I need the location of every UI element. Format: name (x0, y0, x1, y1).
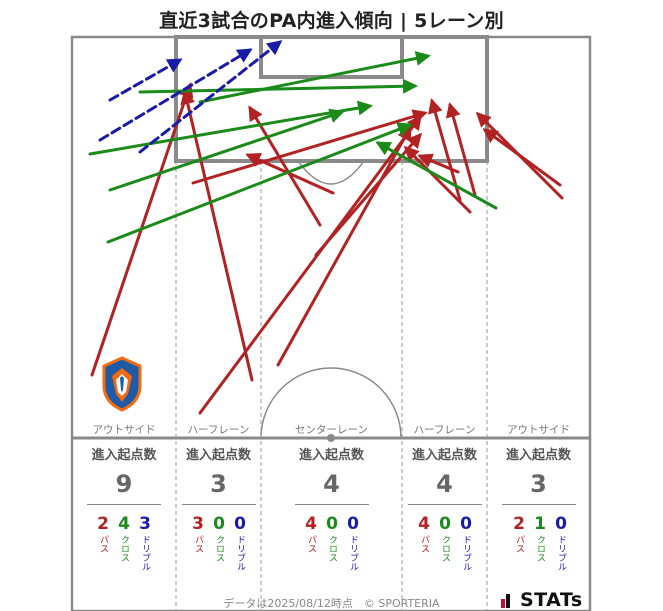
dribble-count: 3 (139, 514, 151, 534)
dribble-label: ドリブル (556, 535, 566, 571)
cross-count: 0 (439, 514, 451, 534)
page-title: 直近3試合のPA内進入傾向 | 5レーン別 (159, 10, 504, 32)
pass-arrow-3 (198, 114, 422, 415)
breakdown-halfspace-left: 3 パス 0 クロス 0 ドリブル (191, 514, 247, 571)
pass-arrow-13 (445, 102, 477, 197)
center-circle (260, 367, 402, 439)
stat-divider (501, 504, 576, 505)
pass-arrow-5 (314, 132, 422, 257)
pass-count: 4 (305, 514, 317, 534)
cross-count: 0 (326, 514, 338, 534)
dribble-label: ドリブル (461, 535, 471, 571)
club-crest-icon (102, 356, 142, 412)
pass-label: パス (514, 535, 524, 553)
pass-arrow-14 (428, 98, 462, 202)
cross-count: 1 (534, 514, 546, 534)
stat-divider (407, 504, 482, 505)
brand-text: STATs (520, 589, 583, 611)
pass-arrow-9 (403, 145, 472, 214)
cross-arrow-5 (198, 51, 431, 104)
breakdown-outside-left: 2 パス 4 クロス 3 ドリブル (96, 514, 152, 571)
data-date-footer: データは2025/08/12時点 © SPORTERIA (223, 597, 440, 610)
pass-count: 3 (192, 514, 204, 534)
pass-arrow-2 (180, 89, 254, 382)
pass-count: 4 (418, 514, 430, 534)
dribble-label: ドリブル (348, 535, 358, 571)
entry-arrows (88, 40, 564, 415)
cross-arrow-1 (108, 108, 345, 192)
pass-arrow-12 (475, 111, 564, 200)
cross-count: 0 (213, 514, 225, 534)
dribble-count: 0 (234, 514, 246, 534)
dribble-count: 0 (347, 514, 359, 534)
entry-count: 4 (323, 470, 340, 498)
pass-count: 2 (513, 514, 525, 534)
entry-count: 3 (210, 470, 227, 498)
cross-label: クロス (214, 535, 224, 562)
cross-count: 4 (118, 514, 130, 534)
cross-label: クロス (535, 535, 545, 562)
lane-dividers (175, 161, 488, 611)
entry-count: 4 (436, 470, 453, 498)
lane-label-outside-right: アウトサイド (507, 424, 570, 436)
pass-label: パス (306, 535, 316, 553)
breakdown-outside-right: 2 パス 1 クロス 0 ドリブル (512, 514, 568, 571)
pass-label: パス (419, 535, 429, 553)
cross-label: クロス (119, 535, 129, 562)
dribble-arrow-3 (138, 40, 283, 154)
stat-header: 進入起点数 (298, 448, 364, 463)
center-spot (327, 434, 335, 442)
cross-arrow-6 (375, 141, 498, 210)
stat-divider (294, 504, 369, 505)
cross-arrow-4 (138, 78, 418, 94)
goal-area (259, 35, 404, 79)
lane-label-center: センターレーン (295, 424, 368, 436)
breakdown-center: 4 パス 0 クロス 0 ドリブル (304, 514, 360, 571)
dribble-label: ドリブル (140, 535, 150, 571)
dribble-arrow-1 (108, 58, 183, 102)
lane-label-outside-left: アウトサイド (92, 424, 156, 436)
lane-stats-center: 進入起点数 4 (261, 444, 402, 505)
cross-label: クロス (440, 535, 450, 562)
cross-label: クロス (327, 535, 337, 562)
stat-header: 進入起点数 (411, 448, 477, 463)
lane-stats-outside-right: 進入起点数 3 (487, 444, 590, 505)
dribble-label: ドリブル (235, 535, 245, 571)
pass-arrow-6 (248, 105, 322, 227)
lane-stats-halfspace-left: 進入起点数 3 (176, 444, 261, 505)
lane-label-halfspace-left: ハーフレーン (187, 424, 250, 436)
pass-arrow-8 (191, 109, 428, 185)
brand-logo: STATs (500, 589, 583, 611)
penalty-arc (297, 160, 365, 185)
stat-header: 進入起点数 (91, 448, 157, 463)
lane-stats-halfspace-right: 進入起点数 4 (402, 444, 487, 505)
stat-divider (87, 504, 161, 505)
lane-label-halfspace-right: ハーフレーン (413, 424, 476, 436)
pass-arrow-4 (276, 125, 412, 367)
entry-count: 3 (530, 470, 547, 498)
dribble-count: 0 (555, 514, 567, 534)
dribble-arrow-2 (98, 48, 253, 142)
dribble-count: 0 (460, 514, 472, 534)
entry-count: 9 (115, 470, 133, 498)
stat-header: 進入起点数 (185, 448, 251, 463)
pass-count: 2 (97, 514, 109, 534)
cross-arrow-3 (106, 122, 413, 244)
pass-label: パス (193, 535, 203, 553)
lane-stats-outside-left: 進入起点数 9 (72, 444, 176, 505)
pass-label: パス (98, 535, 108, 553)
stats-logo-icon (501, 594, 510, 608)
stat-header: 進入起点数 (505, 448, 571, 463)
breakdown-halfspace-right: 4 パス 0 クロス 0 ドリブル (417, 514, 473, 571)
cross-arrow-2 (88, 100, 373, 156)
stat-divider (181, 504, 256, 505)
